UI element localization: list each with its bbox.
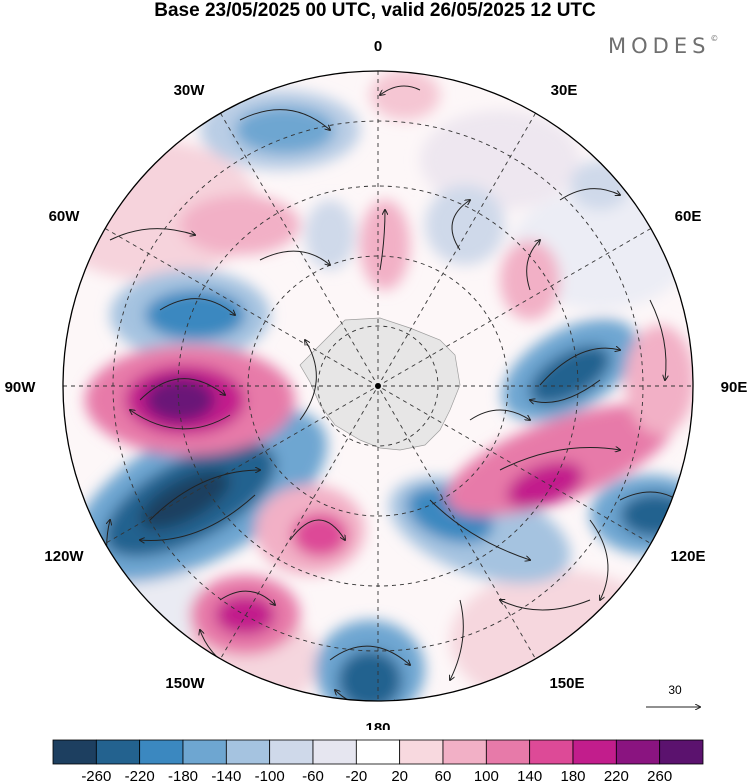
lon-label-90w: 90W: [5, 379, 37, 396]
colorbar-swatch: [442, 739, 487, 765]
colorbar-swatch: [399, 739, 444, 765]
colorbar-tick-label: -140: [211, 768, 241, 783]
wind-vectors: [107, 85, 690, 701]
brand-text: MODES: [608, 34, 711, 58]
brand-mark: ©: [710, 34, 719, 43]
colorbar-labels: -260 -220 -180 -140 -100 -60 -20 20 60 100 140 180 2…: [81, 768, 672, 783]
colorbar-tick-label: -60: [302, 768, 324, 783]
lon-label-90e: 90E: [721, 379, 748, 396]
lon-label-30e: 30E: [551, 82, 578, 99]
colorbar-swatch: [139, 739, 184, 765]
colorbar-tick-label: 180: [560, 768, 585, 783]
colorbar-swatch: [95, 739, 141, 765]
south-pole-marker: [375, 383, 381, 389]
lon-label-180: 180: [365, 720, 390, 730]
colorbar-swatch: [269, 739, 314, 765]
colorbar-swatch: [225, 739, 271, 765]
colorbar-swatch: [572, 739, 617, 765]
colorbar-tick-label: -20: [345, 768, 367, 783]
colorbar-tick-label: -220: [125, 768, 155, 783]
polar-map: 0 30E 60E 90E 120E 150E 180 150W 120W 90…: [5, 38, 748, 730]
colorbar-tick-label: 260: [647, 768, 672, 783]
colorbar-swatch: [312, 739, 357, 765]
lon-label-30w: 30W: [174, 82, 206, 99]
lon-label-150w: 150W: [165, 675, 205, 692]
colorbar-swatch: [659, 739, 704, 765]
brand-logo: MODES©: [608, 34, 718, 58]
colorbar-tick-label: 220: [604, 768, 629, 783]
colorbar-tick-label: 60: [435, 768, 452, 783]
lon-label-60e: 60E: [675, 208, 702, 225]
colorbar-tick-label: -260: [81, 768, 111, 783]
lon-label-0: 0: [374, 38, 382, 55]
colorbar-swatch: [529, 739, 574, 765]
colorbar-tick-label: 140: [517, 768, 542, 783]
reference-vector-label: 30: [668, 683, 682, 697]
lon-label-120w: 120W: [44, 548, 84, 565]
colorbar-swatch: [355, 739, 401, 765]
colorbar-tick-label: -180: [168, 768, 198, 783]
colorbar-swatch: [615, 739, 661, 765]
map-title: Base 23/05/2025 00 UTC, valid 26/05/2025…: [154, 0, 596, 21]
colorbar-swatch: [182, 739, 227, 765]
map-boundary: [62, 70, 694, 702]
colorbar-tick-label: 20: [391, 768, 408, 783]
lon-label-150e: 150E: [549, 675, 584, 692]
colorbar-swatch: [485, 739, 531, 765]
lon-label-60w: 60W: [49, 208, 81, 225]
colorbar-tick-label: -100: [255, 768, 285, 783]
colorbar-swatch: [52, 739, 97, 765]
lon-label-120e: 120E: [670, 548, 705, 565]
colorbar-swatches: [52, 739, 704, 765]
colorbar-tick-label: 100: [474, 768, 499, 783]
